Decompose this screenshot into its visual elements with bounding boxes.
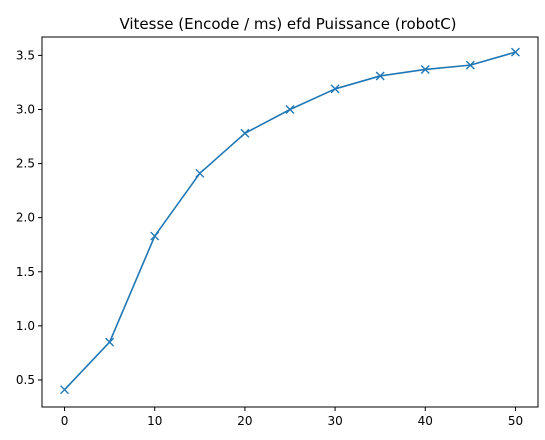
data-point xyxy=(195,168,205,178)
plot-area: 0 10 20 30 40 50 0.5 1.0 1.5 2.0 2.5 3.0 3.5 xyxy=(16,36,539,428)
x-tick-label: 30 xyxy=(327,414,342,428)
y-tick-label: 3.5 xyxy=(16,48,35,62)
data-point xyxy=(420,64,430,74)
data-point xyxy=(240,128,250,138)
y-tick-label: 2.5 xyxy=(16,157,35,171)
x-tick-label: 10 xyxy=(147,414,162,428)
y-tick-label: 1.5 xyxy=(16,265,35,279)
x-tick-label: 0 xyxy=(61,414,69,428)
series-line xyxy=(63,51,517,391)
data-point xyxy=(60,385,70,395)
data-point xyxy=(285,104,295,114)
data-point xyxy=(330,84,340,94)
data-point xyxy=(510,47,520,57)
data-point xyxy=(150,231,160,241)
data-point xyxy=(105,337,115,347)
x-tick-label: 40 xyxy=(418,414,433,428)
x-tick-label: 20 xyxy=(237,414,252,428)
y-tick-label: 2.0 xyxy=(16,211,35,225)
data-point xyxy=(465,60,475,70)
y-tick-label: 1.0 xyxy=(16,319,35,333)
chart-title: Vitesse (Encode / ms) efd Puissance (rob… xyxy=(119,15,456,33)
axes-frame xyxy=(41,36,539,408)
y-tick-label: 3.0 xyxy=(16,102,35,116)
data-point xyxy=(375,71,385,81)
y-tick-label: 0.5 xyxy=(16,373,35,387)
x-tick-label: 50 xyxy=(508,414,523,428)
